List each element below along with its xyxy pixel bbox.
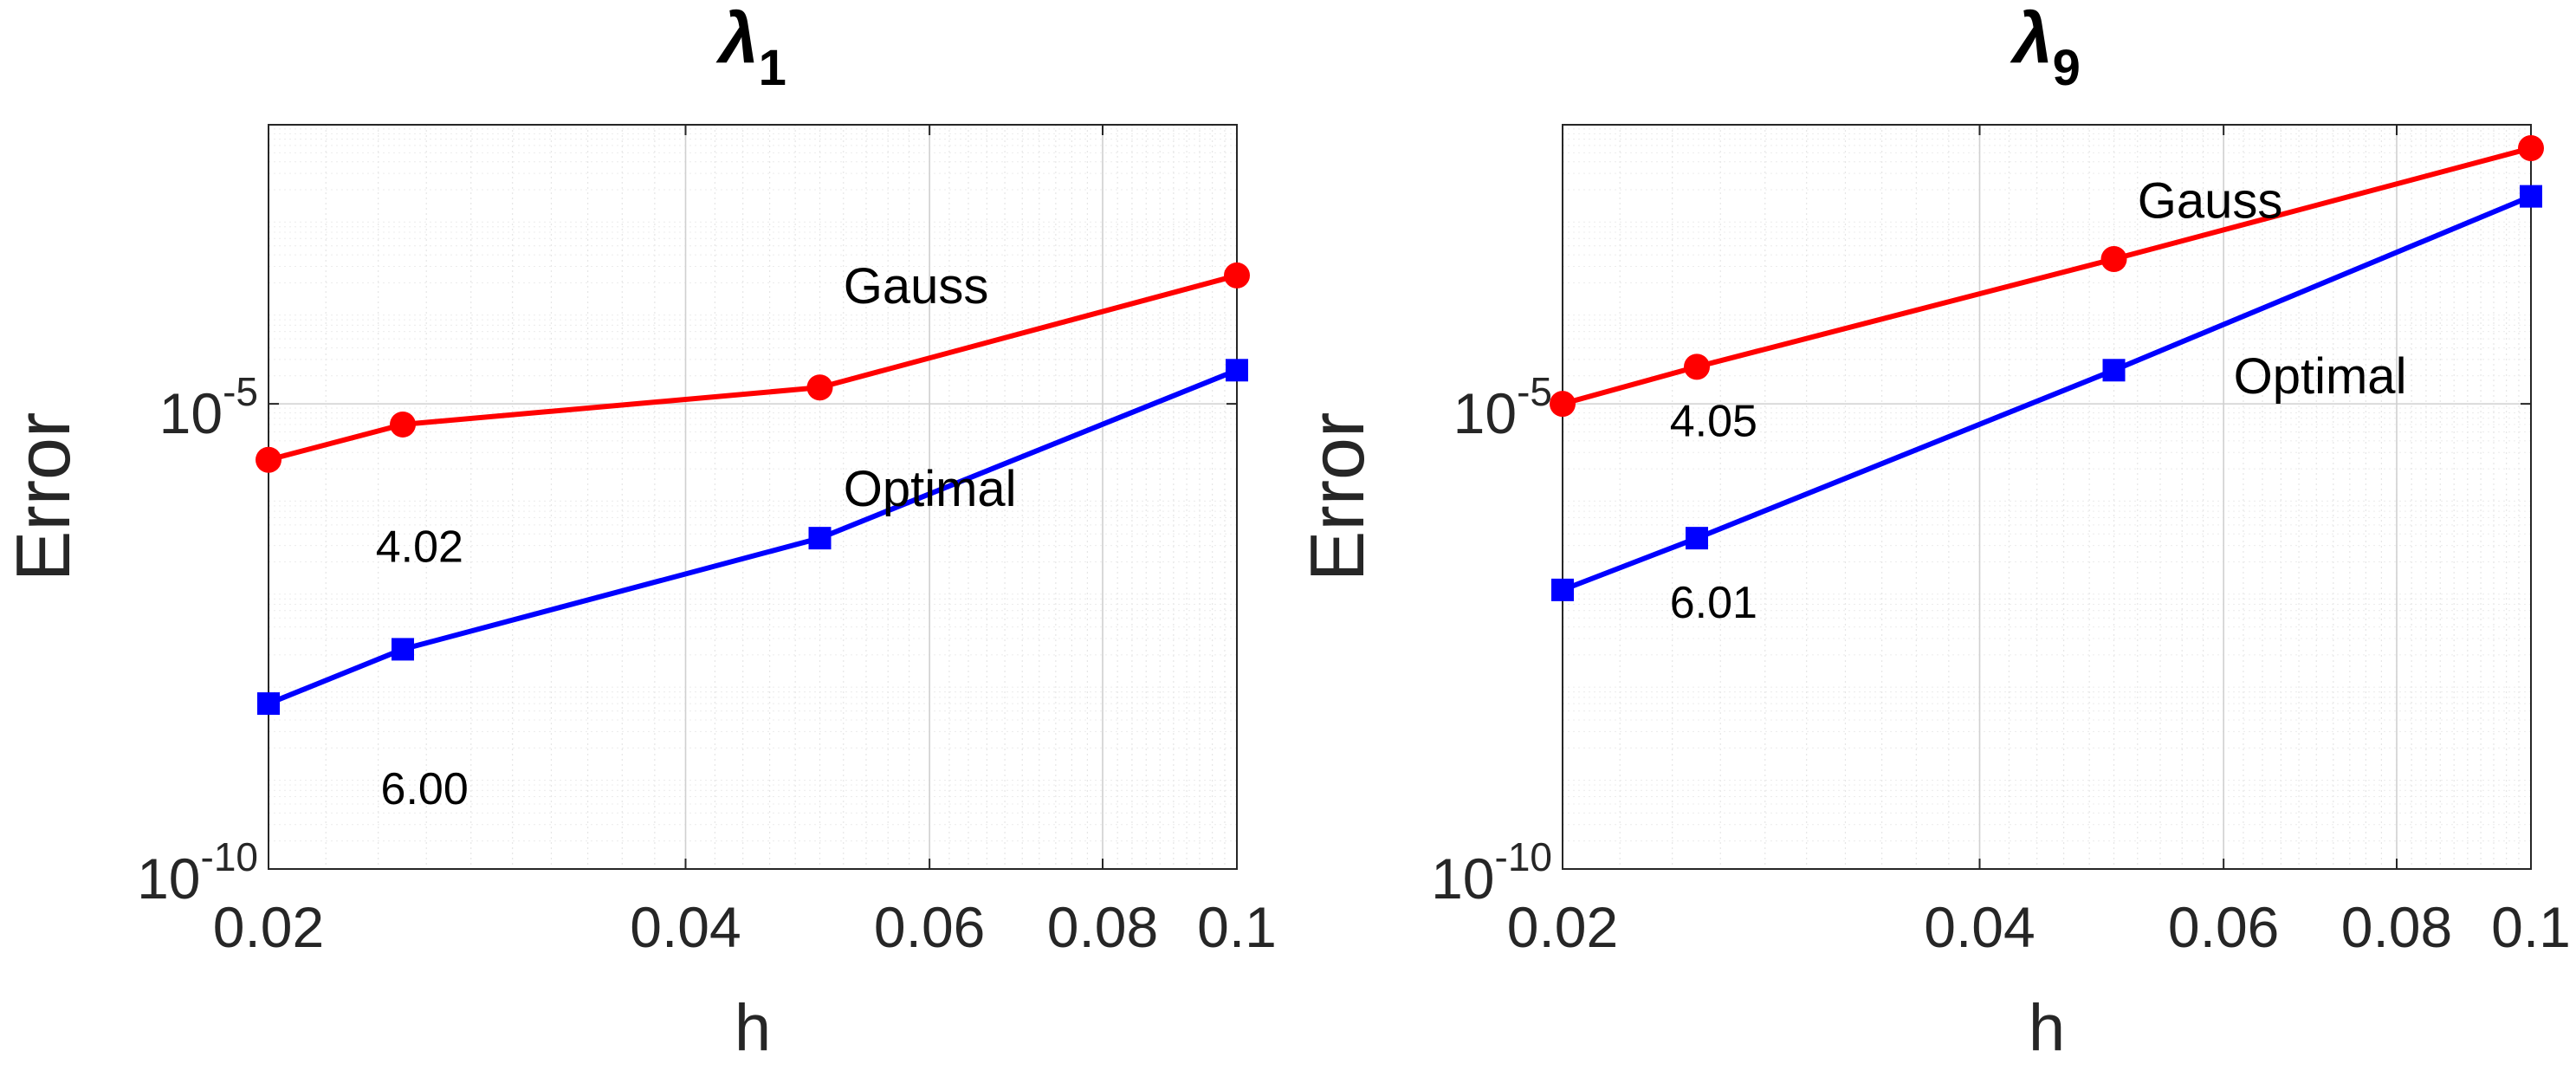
series-annotation: Optimal <box>2234 348 2407 405</box>
data-point-optimal <box>808 527 832 550</box>
data-point-optimal <box>1686 527 1709 550</box>
data-point-optimal <box>392 638 415 661</box>
data-point-optimal <box>2520 185 2542 208</box>
y-tick-base: 10 <box>1431 846 1494 911</box>
data-point-gauss <box>2518 135 2544 162</box>
series-gauss <box>256 262 1250 473</box>
data-point-gauss <box>1684 353 1711 380</box>
data-point-gauss <box>2100 246 2127 273</box>
x-axis-label: h <box>735 991 771 1065</box>
y-axis-label: Error <box>0 412 86 582</box>
data-point-gauss <box>1224 262 1250 289</box>
chart-panel-2: 0.02 0.04 0.06 0.08 0.110-510-10hErrorλ9Gaus… <box>1294 0 2571 1065</box>
x-tick-label: 0.04 <box>630 895 741 959</box>
plot-area <box>1563 125 2531 869</box>
data-point-optimal <box>2102 359 2126 382</box>
data-point-gauss <box>256 446 282 473</box>
chart-title-symbol: λ <box>2010 0 2053 78</box>
x-tick-label: 0.1 <box>2491 895 2571 959</box>
y-axis-label: Error <box>1294 412 1380 582</box>
slope-label: 4.02 <box>376 522 463 573</box>
y-tick-base: 10 <box>159 381 223 445</box>
y-tick-label: 10-5 <box>159 369 258 445</box>
series-line-gauss <box>268 273 1238 463</box>
y-tick-base: 10 <box>137 846 200 911</box>
data-point-optimal <box>1226 359 1248 382</box>
x-tick-label: 0.02 <box>1507 895 1618 959</box>
chart-panel-1: 0.02 0.04 0.06 0.08 0.110-510-10hErrorλ1Gaus… <box>0 0 1277 1065</box>
series-annotation: Gauss <box>2138 172 2283 229</box>
plot-area <box>269 125 1237 869</box>
series-annotation: Optimal <box>844 461 1017 517</box>
x-tick-label: 0.04 <box>1924 895 2035 959</box>
x-axis-label: h <box>2029 991 2065 1065</box>
series-optimal <box>257 359 1248 716</box>
y-tick-label: 10-10 <box>137 834 258 911</box>
data-point-gauss <box>806 374 833 401</box>
slope-label: 4.05 <box>1670 396 1757 446</box>
series-gauss <box>1550 135 2544 418</box>
data-point-gauss <box>1550 391 1576 418</box>
series-line-optimal <box>267 367 1239 706</box>
series-optimal <box>1551 185 2542 601</box>
x-tick-label: 0.06 <box>874 895 985 959</box>
y-tick-base: 10 <box>1453 381 1517 445</box>
series-line-gauss <box>1562 146 2532 407</box>
axes-box <box>268 124 1238 870</box>
y-tick-label: 10-5 <box>1453 369 1552 445</box>
y-tick-exponent: -5 <box>223 369 258 414</box>
data-point-gauss <box>390 411 417 438</box>
chart-title: λ1 <box>715 0 786 96</box>
data-point-optimal <box>1551 578 1574 601</box>
axes-box <box>1562 124 2532 870</box>
series-line-optimal <box>1561 193 2533 593</box>
chart-title-symbol: λ <box>715 0 759 78</box>
slope-label: 6.01 <box>1670 578 1757 628</box>
x-tick-label: 0.06 <box>2168 895 2279 959</box>
data-point-optimal <box>257 692 280 716</box>
x-tick-label: 0.02 <box>213 895 324 959</box>
y-tick-label: 10-10 <box>1431 834 1552 911</box>
grid <box>1562 125 2532 870</box>
chart-title: λ9 <box>2010 0 2081 96</box>
chart-title-subscript: 9 <box>2053 40 2081 96</box>
x-tick-label: 0.08 <box>1047 895 1158 959</box>
chart-title-subscript: 1 <box>759 40 786 96</box>
x-tick-label: 0.08 <box>2341 895 2452 959</box>
y-tick-exponent: -10 <box>201 834 258 879</box>
x-tick-label: 0.1 <box>1197 895 1277 959</box>
y-tick-exponent: -5 <box>1517 369 1552 414</box>
y-tick-exponent: -10 <box>1495 834 1552 879</box>
series-annotation: Gauss <box>844 258 989 315</box>
slope-label: 6.00 <box>381 764 469 814</box>
